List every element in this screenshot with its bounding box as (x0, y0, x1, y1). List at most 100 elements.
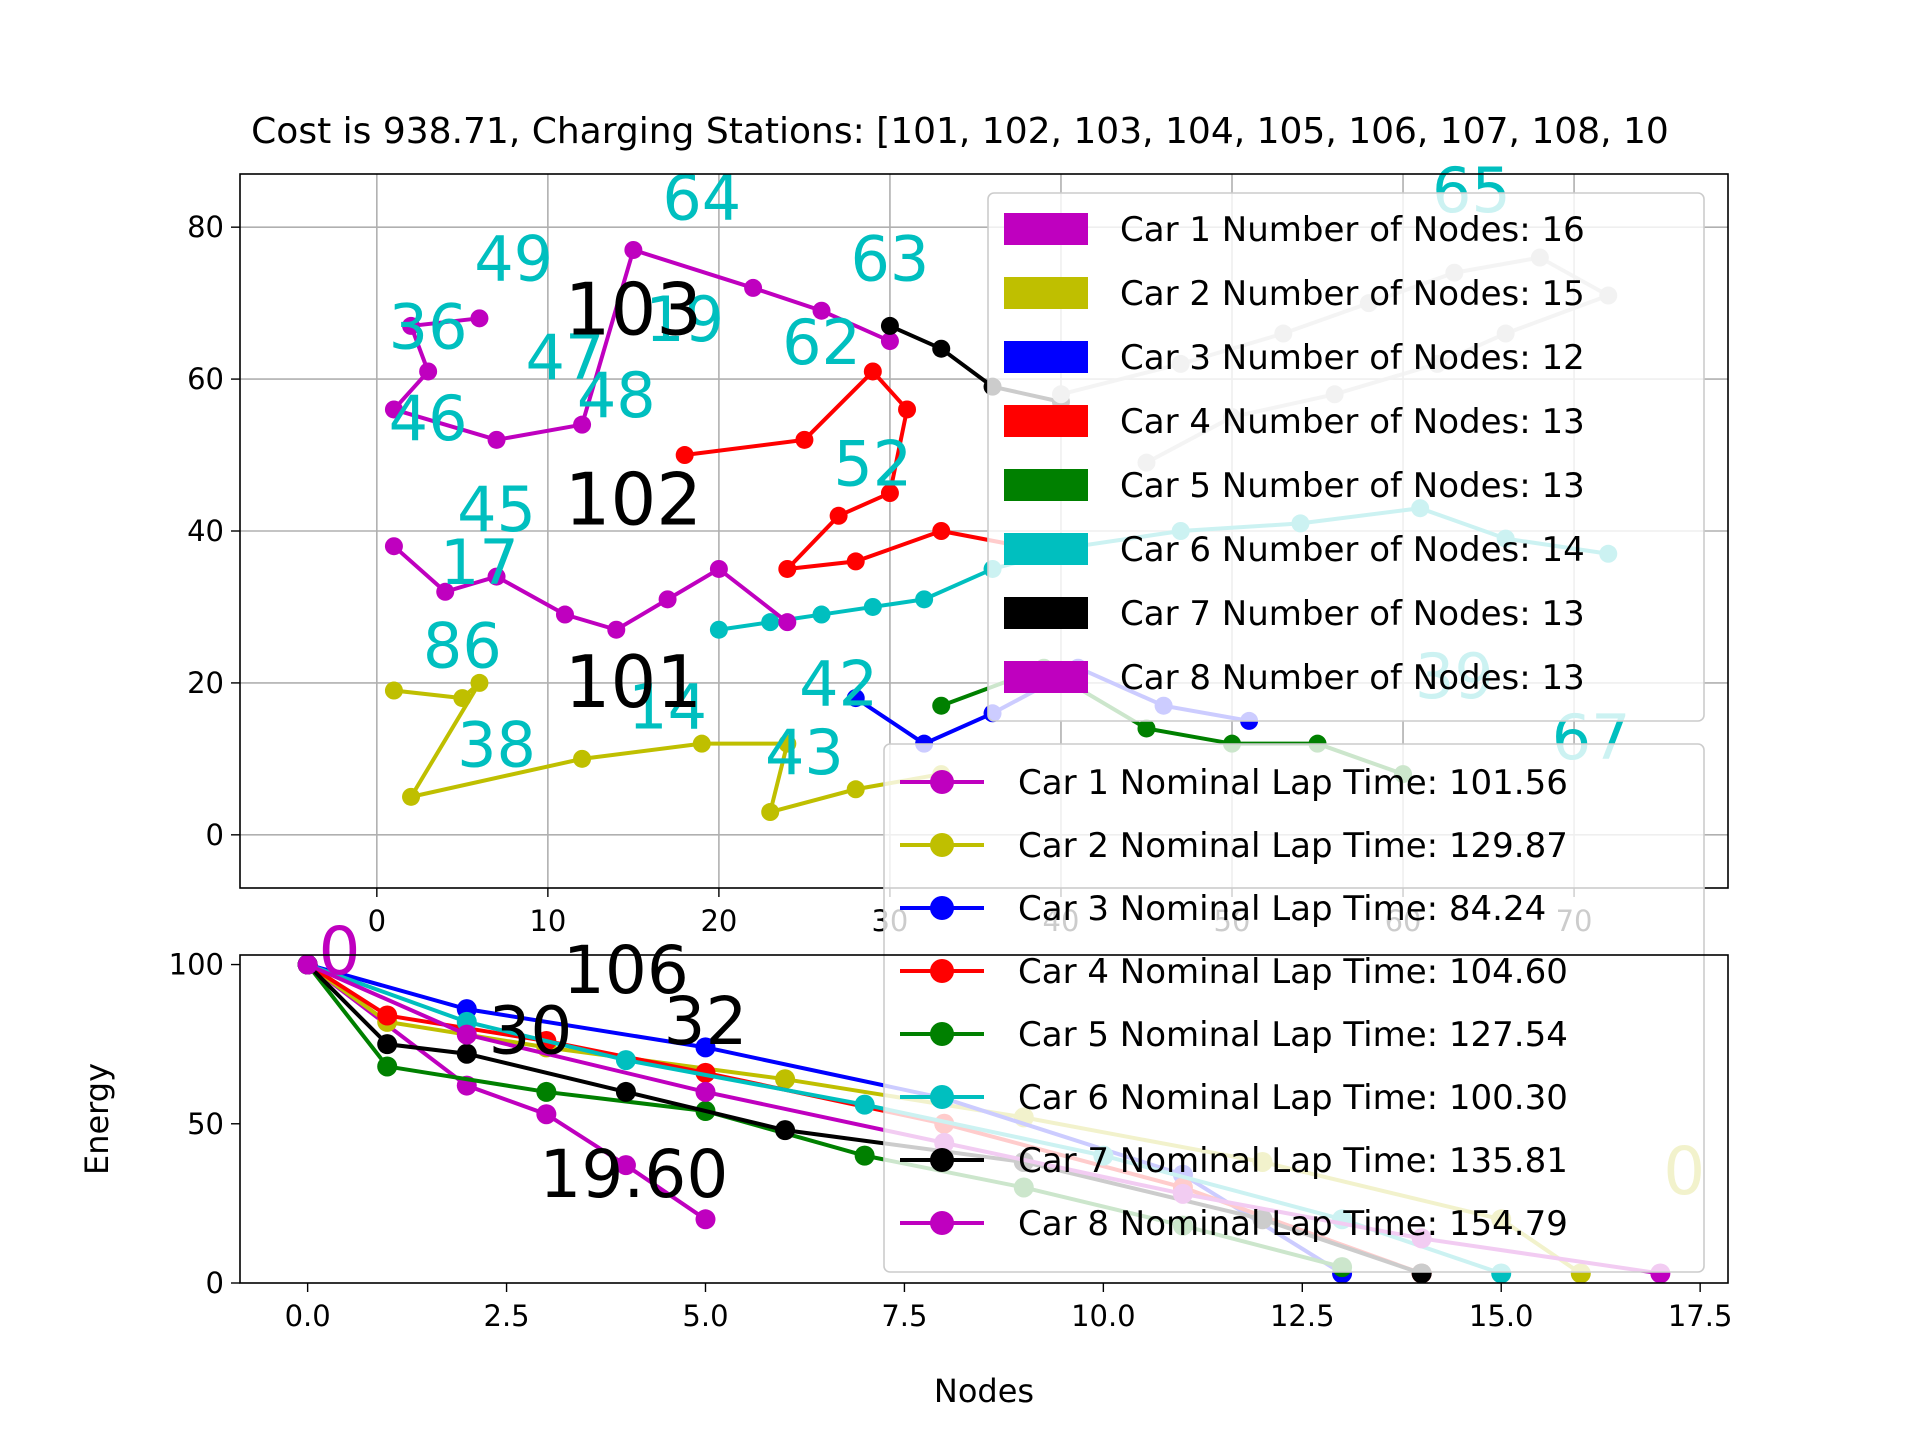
top-legend-swatch (1004, 597, 1088, 629)
bottom-series-point-car-5 (377, 1056, 398, 1077)
top-legend-label: Car 7 Number of Nodes: 13 (1120, 594, 1585, 634)
top-series-point-car-4 (880, 484, 899, 503)
bottom-series-point-car-5 (536, 1081, 557, 1102)
bottom-legend-marker (930, 1085, 954, 1109)
top-series-point-car-8 (487, 567, 506, 586)
bottom-series-point-car-7 (456, 1043, 477, 1064)
top-series-point-car-6 (761, 613, 780, 632)
top-series-point-car-1 (880, 332, 899, 351)
top-series-point-car-4 (932, 522, 951, 540)
node-label: 86 (423, 610, 502, 683)
bottom-legend-label: Car 3 Nominal Lap Time: 84.24 (1018, 889, 1546, 929)
bottom-y-tick-label: 100 (169, 948, 224, 982)
top-legend: Car 1 Number of Nodes: 16 Car 2 Number of… (987, 192, 1705, 722)
top-y-tick-label: 80 (187, 210, 224, 244)
node-label: 47 (526, 321, 605, 394)
top-series-point-car-5 (932, 696, 951, 715)
bottom-x-tick-label: 17.5 (1668, 1299, 1733, 1333)
bottom-series-point-car-7 (615, 1081, 636, 1102)
top-series-point-car-6 (915, 590, 934, 609)
bottom-x-tick-label: 0.0 (285, 1299, 331, 1333)
top-series-point-car-8 (607, 620, 626, 639)
top-series-point-car-1 (384, 400, 403, 419)
top-series-line-car-1 (390, 247, 891, 442)
node-label: 46 (389, 382, 468, 455)
top-legend-swatch (1004, 341, 1088, 373)
top-series-point-car-2 (470, 673, 489, 692)
bottom-legend-marker (930, 833, 954, 857)
charging-station-label: 101 (565, 640, 702, 724)
bottom-legend-label: Car 4 Nominal Lap Time: 104.60 (1018, 952, 1568, 992)
top-x-tick-label: 0 (368, 904, 386, 938)
top-series-point-car-1 (744, 278, 763, 297)
top-series-point-car-8 (555, 605, 574, 624)
bottom-legend-marker (930, 896, 954, 920)
top-series-point-car-8 (778, 613, 797, 632)
top-legend-swatch (1004, 213, 1088, 245)
top-series-point-car-4 (675, 446, 694, 465)
node-label: 45 (457, 473, 536, 546)
top-series-point-car-8 (658, 590, 677, 609)
chart-title: Cost is 938.71, Charging Stations: [101,… (251, 111, 1669, 152)
bottom-series-point-car-8 (297, 954, 318, 975)
top-series-point-car-6 (863, 597, 882, 616)
bottom-x-tick-label: 7.5 (881, 1299, 927, 1333)
top-series-point-car-1 (419, 362, 438, 381)
bottom-legend-label: Car 6 Nominal Lap Time: 100.30 (1018, 1078, 1568, 1118)
top-series-point-car-6 (812, 605, 831, 624)
bottom-series-point-car-2 (775, 1069, 796, 1090)
top-x-tick-label: 10 (529, 904, 566, 938)
top-plot: 6449364647484517863814434263625219656739… (187, 154, 1729, 938)
node-label: 14 (628, 670, 707, 743)
bottom-series-point-car-1 (536, 1104, 557, 1125)
node-label: 19 (645, 283, 724, 356)
top-series-point-car-4 (829, 506, 848, 525)
bottom-series-point-car-3 (695, 1037, 716, 1058)
charging-station-label: 103 (565, 268, 702, 352)
node-label: 43 (765, 716, 844, 789)
top-series-point-car-1 (812, 301, 831, 320)
top-series-point-car-1 (573, 415, 592, 434)
top-legend-label: Car 8 Number of Nodes: 13 (1120, 658, 1585, 698)
top-series-point-car-2 (846, 780, 865, 799)
bottom-legend: Car 1 Nominal Lap Time: 101.56 Car 2 Nomi… (883, 743, 1705, 1273)
top-series-point-car-1 (470, 309, 489, 328)
bottom-series-point-car-4 (377, 1005, 398, 1026)
top-series-point-car-2 (692, 734, 711, 753)
bottom-ticks: 0.0 2.5 5.0 7.5 10.0 12.5 15.0 17.5 0 50 100 (169, 948, 1733, 1333)
top-legend-swatch (1004, 405, 1088, 437)
top-legend-swatch (1004, 469, 1088, 501)
top-series-point-car-8 (709, 559, 728, 578)
energy-label: 30 (488, 993, 572, 1070)
bottom-y-tick-label: 0 (206, 1266, 224, 1300)
bottom-legend-marker (930, 1022, 954, 1046)
top-series-point-car-2 (402, 787, 421, 806)
top-legend-label: Car 2 Number of Nodes: 15 (1120, 274, 1585, 314)
top-y-tick-label: 0 (206, 818, 224, 852)
node-label: 36 (389, 291, 468, 364)
top-series-point-car-1 (402, 316, 421, 335)
bottom-legend-label: Car 1 Nominal Lap Time: 101.56 (1018, 763, 1568, 803)
top-series-point-car-7 (932, 339, 951, 358)
bottom-x-tick-label: 2.5 (484, 1299, 530, 1333)
bottom-plot-frame (239, 954, 1729, 1284)
top-series-point-car-3 (846, 689, 865, 708)
node-label: 52 (833, 427, 912, 500)
bottom-legend-label: Car 8 Nominal Lap Time: 154.79 (1018, 1204, 1568, 1244)
charging-station-label: 102 (565, 458, 702, 542)
bottom-legend-marker (930, 1211, 954, 1235)
top-series-point-car-2 (384, 681, 403, 700)
node-label: 42 (799, 648, 878, 721)
top-series-point-car-6 (709, 620, 728, 639)
bottom-legend-box (883, 743, 1705, 1273)
top-series-point-car-2 (453, 689, 472, 708)
x-axis-label: Nodes (934, 1372, 1034, 1410)
bottom-legend-marker (930, 959, 954, 983)
top-series-point-car-2 (778, 734, 797, 753)
top-legend-swatch (1004, 277, 1088, 309)
top-series-point-car-1 (624, 240, 643, 259)
bottom-legend-label: Car 5 Nominal Lap Time: 127.54 (1018, 1015, 1568, 1055)
bottom-legend-label: Car 7 Nominal Lap Time: 135.81 (1018, 1141, 1568, 1181)
